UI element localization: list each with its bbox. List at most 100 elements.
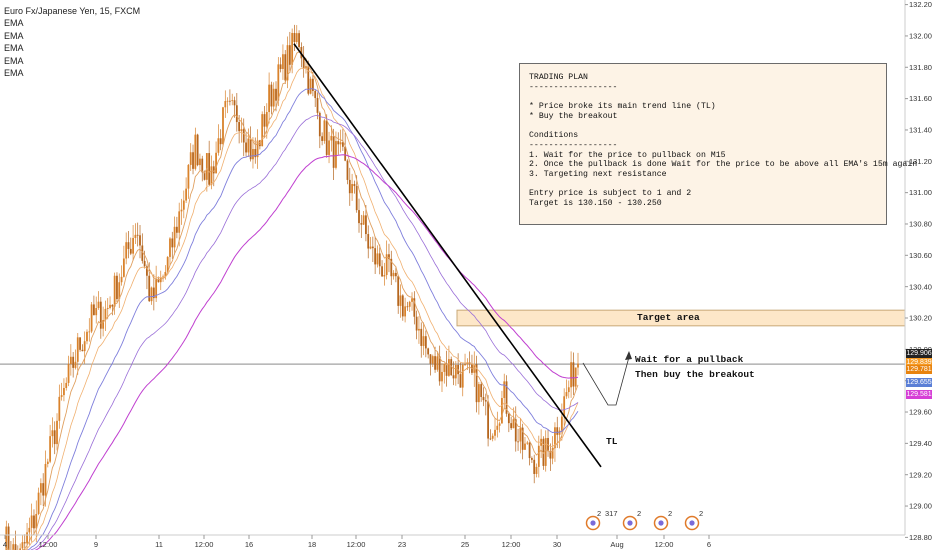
last-price-tag: 129.906	[906, 349, 932, 358]
pullback-arrow[interactable]	[582, 356, 630, 406]
candle-body	[418, 328, 420, 331]
candle-body	[205, 153, 208, 180]
event-count: 2	[699, 509, 703, 518]
candle-body	[528, 442, 531, 459]
candle-body	[335, 141, 337, 168]
candle-body	[309, 78, 312, 94]
candle-body	[189, 152, 192, 165]
candle-body	[365, 215, 367, 235]
ema-price-tag-1: 129.839	[906, 358, 932, 367]
candle-body	[328, 140, 330, 155]
candle-body	[65, 382, 68, 388]
candle-body	[284, 54, 287, 81]
candle-body	[268, 84, 271, 113]
candle-body	[245, 142, 247, 153]
candle-body	[129, 248, 132, 254]
candle-body	[551, 448, 554, 459]
candle-body	[222, 107, 224, 145]
ema-legend-4[interactable]: EMA	[4, 55, 24, 66]
candle-body	[484, 400, 487, 402]
x-tick-label: 4	[3, 540, 7, 549]
candle-body	[383, 275, 386, 277]
x-tick-label: 25	[461, 540, 469, 549]
candle-body	[180, 209, 183, 212]
candle-body	[106, 307, 109, 309]
candle-body	[346, 160, 349, 180]
symbol-title[interactable]: Euro Fx/Japanese Yen, 15, FXCM	[4, 6, 141, 16]
candle-body	[489, 438, 492, 440]
plan-line: Target is 130.150 - 130.250	[529, 199, 662, 209]
ema-series	[5, 51, 579, 550]
ema-line	[24, 67, 579, 550]
candle-body	[496, 425, 499, 430]
candle-body	[411, 298, 413, 302]
candle-body	[332, 135, 335, 168]
candle-body	[42, 483, 45, 496]
trading-plan-note[interactable]: TRADING PLAN ------------------ * Price br…	[519, 63, 917, 225]
candle-body	[337, 141, 340, 145]
ema-legend-2[interactable]: EMA	[4, 30, 24, 41]
plan-line: TRADING PLAN	[529, 73, 588, 82]
candle-body	[558, 430, 561, 435]
x-tick-label: 18	[308, 540, 316, 549]
candle-body	[231, 100, 234, 102]
candle-body	[76, 337, 79, 362]
plan-line: * Price broke its main trend line (TL)	[529, 102, 716, 112]
plan-line	[529, 122, 886, 132]
candle-body	[424, 336, 427, 349]
candle-body	[450, 359, 453, 376]
candle-body	[494, 429, 496, 436]
candle-body	[159, 277, 162, 283]
candle-body	[323, 120, 326, 141]
candle-body	[415, 316, 418, 331]
candle-body	[371, 246, 374, 249]
candle-body	[565, 392, 568, 397]
candle-body	[97, 301, 100, 309]
candle-body	[570, 362, 572, 388]
candle-body	[275, 88, 277, 101]
candle-body	[307, 66, 310, 94]
candle-body	[505, 381, 508, 414]
candle-body	[127, 242, 130, 249]
candle-body	[143, 260, 146, 267]
ema-legend-3[interactable]: EMA	[4, 43, 24, 54]
candle-body	[7, 526, 10, 550]
y-tick-label: 131.800	[909, 63, 932, 72]
candle-body	[295, 33, 298, 42]
candle-body	[175, 226, 178, 233]
candle-body	[132, 237, 134, 254]
time-axis[interactable]: 4 12:00 9 11 12:00 16 18 12:00 23 25 12:00 30 Aug 12:…	[3, 535, 711, 549]
y-tick-label: 132.000	[909, 32, 932, 41]
y-tick-label: 130.400	[909, 282, 932, 291]
plan-line: Entry price is subject to 1 and 2	[529, 189, 692, 199]
candle-body	[524, 443, 526, 450]
candle-body	[136, 234, 139, 236]
candle-body	[374, 248, 377, 265]
y-tick-label: 130.800	[909, 220, 932, 229]
candle-body	[109, 304, 111, 308]
plan-line: ------------------	[529, 140, 618, 150]
event-markers[interactable]: 2 317 2 2 2	[585, 509, 704, 531]
candle-body	[445, 363, 448, 376]
x-tick-label: 23	[398, 540, 406, 549]
candle-body	[408, 301, 411, 307]
candle-body	[325, 120, 328, 155]
candle-body	[394, 272, 397, 277]
price-axis[interactable]: 132.800132.600132.400132.200132.000131.8…	[905, 0, 932, 550]
candle-body	[339, 142, 342, 145]
candle-body	[272, 88, 275, 107]
ema-legend-1[interactable]: EMA	[4, 18, 24, 29]
trend-line[interactable]	[293, 43, 602, 468]
ema-legend-5[interactable]: EMA	[4, 68, 24, 79]
candle-body	[254, 149, 257, 158]
candle-body	[37, 492, 40, 514]
candle-body	[169, 238, 171, 257]
candle-body	[270, 84, 273, 107]
candle-body	[21, 542, 24, 549]
x-tick-label: 12:00	[347, 540, 366, 549]
candle-body	[104, 308, 107, 321]
candle-body	[90, 304, 93, 332]
candle-body	[563, 396, 566, 417]
candle-body	[238, 122, 241, 132]
